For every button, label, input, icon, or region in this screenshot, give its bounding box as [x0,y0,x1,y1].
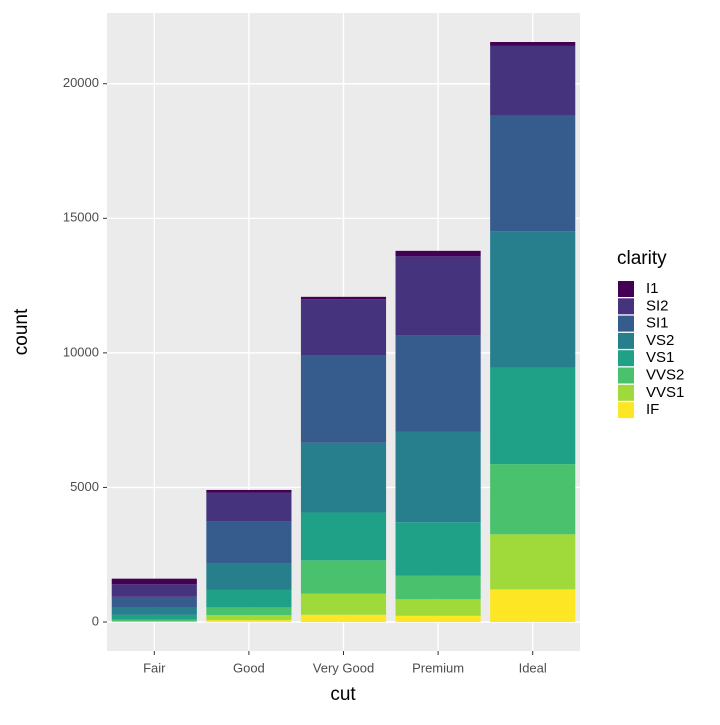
bar-segment [206,522,291,564]
bar-segment [490,42,575,46]
y-tick-label: 15000 [63,210,99,225]
bar-segment [301,443,386,513]
legend-label: SI1 [646,315,669,332]
bar-segment [301,299,386,356]
legend-label: SI2 [646,297,669,314]
bar-segment [112,597,197,608]
bar-segment [206,615,291,620]
legend-label: VS2 [646,332,674,349]
bar-segment [396,616,481,622]
legend-key [618,350,634,366]
bar-segment [206,607,291,615]
bar-segment [490,368,575,465]
bar-segment [112,584,197,597]
bar-segment [490,46,575,116]
bar-segment [112,608,197,615]
bar-segment [396,576,481,599]
bar-segment [206,564,291,590]
bar-segment [112,619,197,621]
bar-segment [206,493,291,522]
y-tick-label: 5000 [70,479,99,494]
y-axis-title: count [11,308,32,355]
bar-segment [301,615,386,622]
y-tick-label: 0 [92,613,99,628]
bar-segment [206,620,291,622]
legend-key [618,385,634,401]
bar-segment [490,116,575,231]
y-tick-label: 20000 [63,75,99,90]
legend-label: VS1 [646,349,674,366]
legend-label: VVS1 [646,384,684,401]
legend-key [618,368,634,384]
bar-segment [490,464,575,534]
legend-key [618,281,634,297]
bar-segment [206,490,291,493]
legend-key [618,402,634,418]
bar-segment [396,599,481,616]
x-tick-label: Ideal [519,660,547,675]
bar-segment [301,513,386,561]
legend-key [618,298,634,314]
bar-segment [112,615,197,620]
y-tick-label: 10000 [63,344,99,359]
bar-segment [490,231,575,367]
bar-segment [301,560,386,593]
legend-key [618,333,634,349]
x-tick-label: Fair [143,660,166,675]
bar-segment [490,589,575,622]
bar-segment [396,336,481,432]
bar-segment [396,432,481,522]
bar-segment [396,251,481,257]
legend-key [618,316,634,332]
legend-title: clarity [617,248,667,269]
bar-segment [301,356,386,443]
x-tick-label: Good [233,660,265,675]
x-tick-label: Very Good [313,660,374,675]
bar-segment [301,297,386,299]
bar-segment [112,579,197,585]
legend-label: VVS2 [646,366,684,383]
bar-segment [206,590,291,607]
x-axis-title: cut [330,684,356,705]
bar-segment [396,256,481,335]
legend-label: IF [646,401,659,418]
bar-segment [301,594,386,615]
x-tick-label: Premium [412,660,464,675]
bar-segment [490,534,575,589]
bar-segment [396,522,481,576]
legend-label: I1 [646,280,659,297]
